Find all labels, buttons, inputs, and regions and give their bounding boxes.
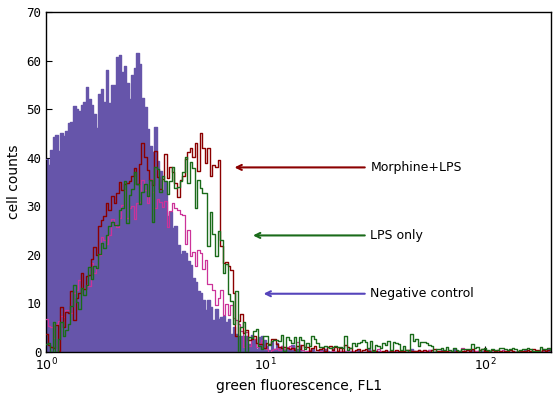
Y-axis label: cell counts: cell counts <box>7 145 21 219</box>
Text: LPS only: LPS only <box>256 229 423 242</box>
Text: Morphine+LPS: Morphine+LPS <box>237 161 462 174</box>
X-axis label: green fluorescence, FL1: green fluorescence, FL1 <box>215 379 382 393</box>
Text: Negative control: Negative control <box>266 287 474 300</box>
